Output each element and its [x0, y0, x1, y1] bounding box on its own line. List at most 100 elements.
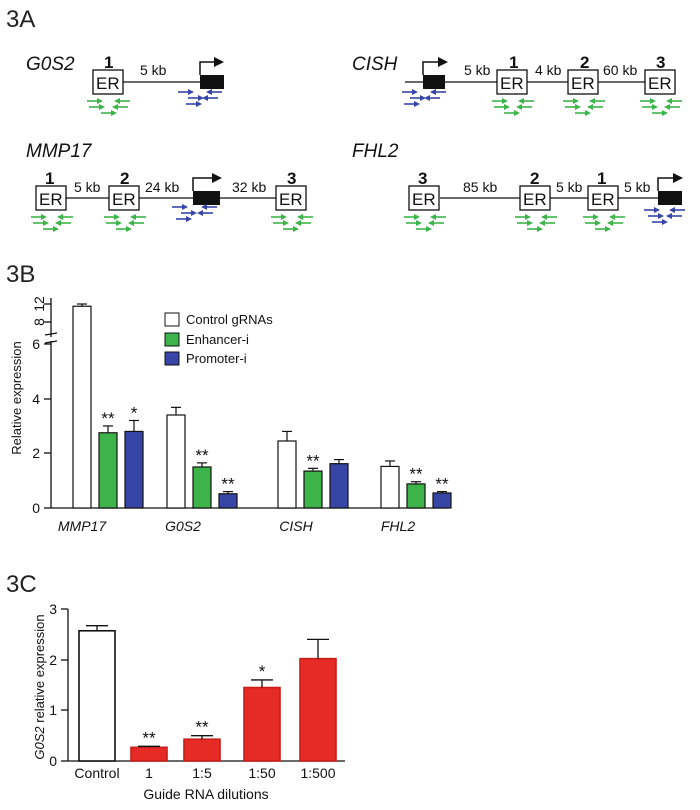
legend-label: Control gRNAs: [186, 312, 273, 327]
x-tick-label: 1: [145, 765, 153, 781]
distance-label: 60 kb: [603, 62, 637, 78]
primer-arrow-head: [575, 104, 581, 110]
x-tick-label: FHL2: [381, 518, 415, 534]
enhancer-label: ER: [591, 190, 615, 209]
enhancer-primer-arrows: [404, 214, 625, 232]
primer-arrow-head: [206, 89, 212, 95]
bar: [130, 746, 168, 762]
enhancer-label: ER: [571, 74, 595, 93]
promoter-primer-arrows: [402, 89, 446, 107]
bar-group: ** ***********: [72, 303, 452, 509]
significance-label: **: [101, 409, 115, 428]
primer-arrow-head: [609, 214, 615, 220]
primer-arrow-head: [654, 207, 660, 213]
significance-label: *: [131, 403, 138, 422]
bar: [166, 414, 186, 509]
primer-arrow-head: [593, 214, 599, 220]
enhancer-number: 2: [530, 169, 539, 188]
primer-arrow-head: [504, 104, 510, 110]
bar: [406, 483, 426, 509]
primer-arrow-head: [666, 213, 672, 219]
enhancer-number: 2: [580, 53, 589, 72]
y-axis-label-rest: relative expression: [32, 614, 47, 726]
diagram-cish: CISH 5 kb 1 ER 4 kb 2 ER 60 kb 3 ER: [352, 53, 682, 116]
legend: Control gRNAs Enhancer-i Promoter-i: [164, 312, 273, 366]
chart-3c: G0S2 relative expression 0 1 2 3 ***** C…: [32, 601, 345, 802]
distance-label: 4 kb: [535, 62, 562, 78]
distance-label: 5 kb: [74, 179, 101, 195]
primer-arrow-head: [426, 226, 432, 232]
y-axis-label: G0S2 relative expression: [32, 614, 47, 759]
legend-label: Enhancer-i: [186, 332, 249, 347]
primer-arrow-head: [281, 214, 287, 220]
significance-label: **: [142, 728, 156, 747]
primer-arrow-head: [595, 220, 601, 226]
promoter-primer-arrows: [644, 207, 685, 225]
axis-break-mark: [44, 340, 58, 344]
enhancer-primer-arrows: [492, 98, 682, 116]
primer-arrow-head: [43, 220, 49, 226]
significance-label: **: [306, 451, 320, 470]
primer-arrow-head: [587, 104, 593, 110]
legend-swatch: [164, 332, 180, 347]
legend-label: Promoter-i: [186, 351, 247, 366]
primer-arrow-head: [573, 98, 579, 104]
x-axis-label: Guide RNA dilutions: [143, 786, 268, 802]
bar: [432, 492, 452, 509]
primer-arrow-head: [514, 110, 520, 116]
y-tick-label: 4: [32, 391, 40, 407]
primer-arrow-head: [41, 214, 47, 220]
enhancer-box: [408, 185, 440, 211]
enhancer-label: ER: [523, 190, 547, 209]
promoter-primer-arrows: [178, 89, 222, 107]
y-tick-label: 0: [32, 500, 40, 516]
primer-arrow-head: [664, 104, 670, 110]
y-axis-label-gene: G0S2: [32, 726, 47, 760]
enhancer-label: ER: [96, 74, 120, 93]
panel-label-3c: 3C: [6, 571, 37, 598]
significance-label: **: [435, 475, 449, 494]
enhancer-box: [567, 69, 599, 95]
bar: [183, 738, 221, 762]
primer-arrow-head: [650, 98, 656, 104]
significance-label: **: [221, 475, 235, 494]
primer-arrow-head: [430, 214, 436, 220]
bar: [329, 463, 349, 509]
primer-arrow-head: [414, 214, 420, 220]
primer-arrow-head: [589, 98, 595, 104]
primer-arrow-head: [128, 220, 134, 226]
bar: [218, 493, 238, 509]
enhancer-number: 1: [45, 169, 54, 188]
x-tick-label: 1:5: [192, 765, 212, 781]
primer-arrow-head: [420, 95, 426, 101]
enhancer-number: 1: [104, 53, 113, 72]
primer-arrow-head: [114, 214, 120, 220]
primer-arrow-head: [126, 226, 132, 232]
primer-arrow-head: [55, 220, 61, 226]
primer-arrow-head: [197, 210, 203, 216]
x-tick-label: Control: [74, 765, 119, 781]
primer-arrow-head: [111, 110, 117, 116]
bar: [380, 465, 400, 509]
primer-arrow-head: [541, 214, 547, 220]
primer-arrow-head: [537, 226, 543, 232]
primer-arrow-head: [518, 98, 524, 104]
axis-break-mark: [44, 332, 58, 336]
panel-label-3a: 3A: [6, 6, 35, 33]
primer-arrow-head: [295, 220, 301, 226]
significance-label: *: [259, 662, 266, 681]
primer-arrow-head: [114, 98, 120, 104]
gene-label-fhl2: FHL2: [352, 141, 399, 162]
enhancer-box: [92, 69, 124, 95]
enhancer-number: 3: [418, 169, 427, 188]
tss-arrow-icon: [422, 57, 448, 75]
bar: [303, 470, 323, 509]
primer-arrow-head: [191, 210, 197, 216]
distance-label: 5 kb: [556, 179, 583, 195]
primer-arrow-head: [97, 98, 103, 104]
significance-label: **: [195, 446, 209, 465]
enhancer-number: 3: [656, 53, 665, 72]
tss-arrow-icon: [199, 57, 224, 75]
distance-label: 5 kb: [624, 179, 651, 195]
enhancer-number: 3: [287, 169, 296, 188]
